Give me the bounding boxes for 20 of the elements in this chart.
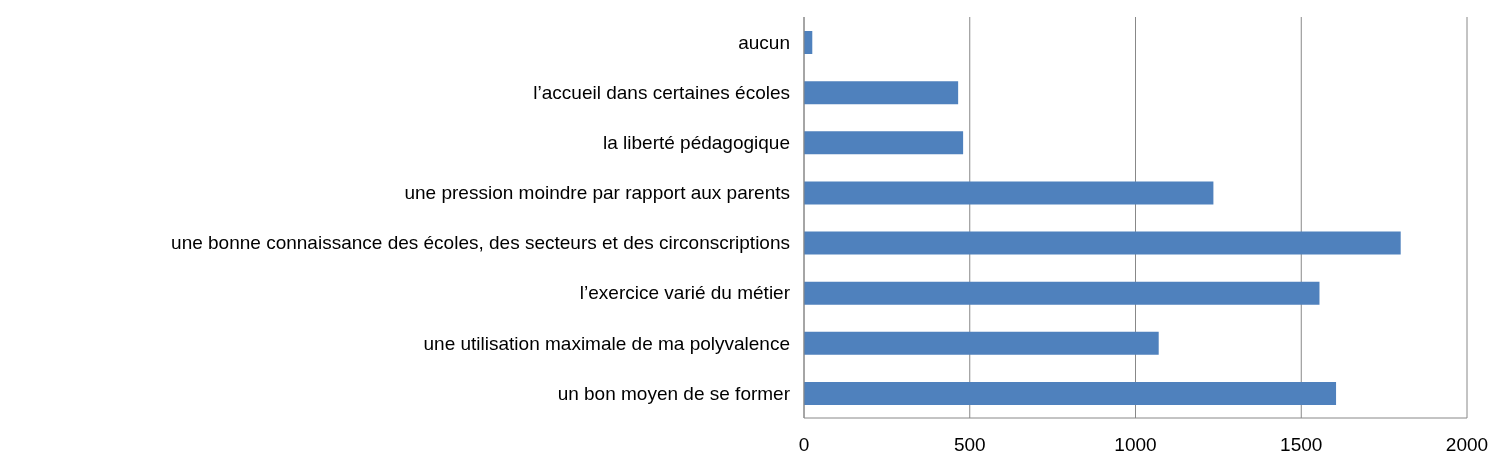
bar <box>804 181 1214 205</box>
bar <box>804 381 1337 405</box>
y-tick-label: une utilisation maximale de ma polyvalence <box>423 332 790 354</box>
y-tick-label: une bonne connaissance des écoles, des secteurs et des circonscriptions <box>171 232 790 254</box>
x-tick-label: 500 <box>953 434 986 456</box>
y-tick-label: un bon moyen de se former <box>557 382 791 404</box>
y-tick-label: l’accueil dans certaines écoles <box>533 81 790 103</box>
y-tick-label: la liberté pédagogique <box>603 132 790 154</box>
bar <box>804 231 1401 255</box>
x-tick-label: 2000 <box>1445 434 1489 456</box>
x-tick-label: 1500 <box>1280 434 1323 456</box>
y-tick-label: aucun <box>738 31 790 53</box>
x-tick-label: 0 <box>798 434 810 456</box>
bar <box>804 131 964 155</box>
y-tick-label: une pression moindre par rapport aux parents <box>404 182 790 204</box>
x-tick-label: 1000 <box>1114 434 1157 456</box>
bar <box>804 281 1320 305</box>
bar <box>804 331 1159 355</box>
bar <box>804 81 959 105</box>
y-tick-label: l’exercice varié du métier <box>579 282 791 304</box>
